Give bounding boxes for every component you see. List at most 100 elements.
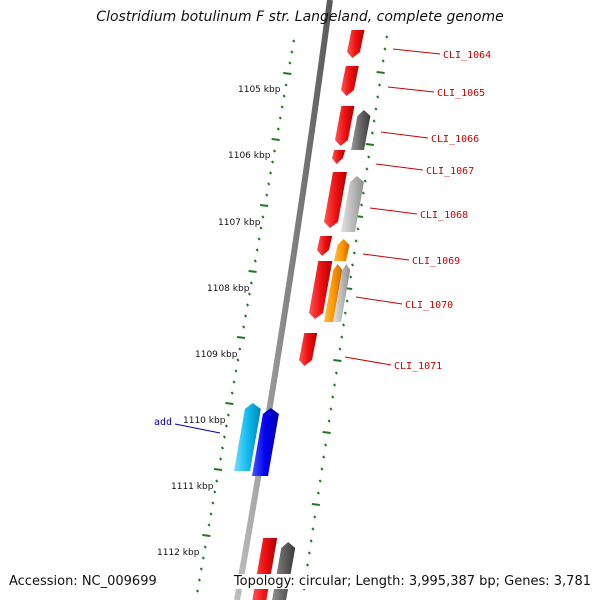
scale-tick bbox=[272, 149, 277, 153]
scale-tick bbox=[320, 467, 324, 471]
scale-tick bbox=[253, 259, 257, 263]
scale-tick bbox=[332, 383, 337, 387]
gene-arrow bbox=[252, 408, 279, 476]
scale-tick bbox=[345, 299, 349, 303]
scale-tick bbox=[284, 83, 288, 87]
scale-tick bbox=[271, 160, 275, 164]
leader-line bbox=[387, 86, 435, 93]
scale-tick bbox=[236, 358, 240, 362]
gene-arrow bbox=[324, 172, 347, 228]
scale-tick bbox=[202, 534, 211, 537]
scale-tick bbox=[309, 539, 313, 543]
leader-line bbox=[392, 48, 441, 55]
scale-tick bbox=[349, 275, 353, 279]
feature-label: add bbox=[154, 417, 172, 428]
scale-tick bbox=[244, 314, 248, 318]
scale-tick bbox=[226, 413, 230, 417]
gene-label: CLI_1065 bbox=[437, 88, 485, 99]
scale-tick bbox=[363, 179, 367, 183]
gene-arrow bbox=[341, 176, 364, 232]
scale-tick bbox=[367, 155, 371, 159]
scale-tick bbox=[377, 83, 382, 87]
scale-tick bbox=[211, 501, 215, 505]
scale-tick bbox=[354, 239, 358, 243]
scale-tick bbox=[232, 380, 236, 384]
gene-arrow bbox=[324, 264, 343, 322]
gene-arrow bbox=[317, 236, 333, 256]
scale-tick bbox=[215, 479, 219, 483]
scale-tick bbox=[219, 457, 223, 461]
scale-tick bbox=[288, 61, 292, 65]
leader-line bbox=[362, 253, 410, 261]
outer-tick-marks bbox=[195, 39, 296, 593]
scale-tick bbox=[197, 578, 201, 582]
scale-tick bbox=[201, 556, 205, 560]
scale-tick bbox=[343, 311, 347, 315]
scale-tick bbox=[225, 402, 234, 405]
scale-tick bbox=[316, 491, 320, 495]
scale-tick bbox=[359, 203, 364, 207]
scale-tick bbox=[271, 138, 280, 141]
scale-tick bbox=[234, 369, 238, 373]
scale-tick bbox=[276, 127, 280, 131]
scale-tick bbox=[327, 419, 331, 423]
scale-tick bbox=[283, 72, 292, 75]
gene-arrow bbox=[351, 110, 371, 150]
scale-tick bbox=[199, 567, 203, 571]
scale-tick bbox=[269, 171, 273, 175]
gene-features bbox=[234, 30, 371, 600]
scale-tick bbox=[350, 263, 355, 267]
scale-tick bbox=[236, 336, 246, 339]
scale-tick bbox=[333, 359, 342, 362]
gene-label: CLI_1069 bbox=[412, 256, 460, 267]
scale-tick bbox=[248, 270, 257, 273]
gene-arrow bbox=[335, 106, 355, 146]
scale-tick bbox=[290, 50, 294, 54]
scale-tick bbox=[376, 71, 385, 74]
scale-tick bbox=[329, 407, 333, 411]
scale-tick bbox=[292, 39, 296, 43]
scale-tick bbox=[222, 435, 226, 439]
scale-tick bbox=[305, 563, 310, 567]
scale-tick bbox=[311, 527, 315, 531]
scale-tick bbox=[282, 94, 286, 98]
gene-arrow bbox=[334, 239, 350, 261]
gene-labels: CLI_1064 CLI_1065 CLI_1066 CLI_1067 CLI_1068… bbox=[394, 50, 491, 372]
scale-tick bbox=[331, 395, 335, 399]
scale-tick bbox=[318, 479, 322, 483]
scale-tick bbox=[313, 515, 317, 519]
scale-label: 1106 kbp bbox=[228, 151, 271, 161]
scale-tick bbox=[311, 503, 320, 506]
genome-backbone bbox=[234, 0, 333, 600]
scale-tick bbox=[260, 204, 269, 207]
scale-tick bbox=[278, 116, 282, 120]
leader-line bbox=[355, 296, 403, 305]
scale-tick bbox=[374, 107, 378, 111]
scale-tick bbox=[376, 95, 380, 99]
scale-tick bbox=[259, 226, 263, 230]
gene-arrow bbox=[347, 30, 365, 58]
scale-label: 1107 kbp bbox=[218, 218, 261, 228]
scale-tick bbox=[323, 443, 328, 447]
scale-tick bbox=[224, 424, 228, 428]
scale-tick bbox=[246, 303, 250, 307]
gene-arrow bbox=[252, 538, 278, 600]
leader-line bbox=[375, 163, 424, 171]
gene-arrow bbox=[299, 333, 318, 366]
inner-tick-marks bbox=[300, 35, 389, 591]
map-title: Clostridium botulinum F str. Langeland, … bbox=[96, 9, 504, 25]
gene-label: CLI_1066 bbox=[431, 134, 479, 145]
feature-labels: add bbox=[154, 417, 172, 428]
scale-tick bbox=[338, 347, 342, 351]
gene-label: CLI_1070 bbox=[405, 300, 453, 311]
scale-tick bbox=[334, 371, 338, 375]
gene-arrow bbox=[332, 150, 346, 164]
scale-tick bbox=[257, 237, 261, 241]
scale-tick bbox=[385, 35, 389, 39]
scale-tick bbox=[365, 167, 369, 171]
scale-label: 1110 kbp bbox=[183, 416, 226, 426]
scale-tick bbox=[381, 59, 385, 63]
scale-tick bbox=[213, 490, 217, 494]
